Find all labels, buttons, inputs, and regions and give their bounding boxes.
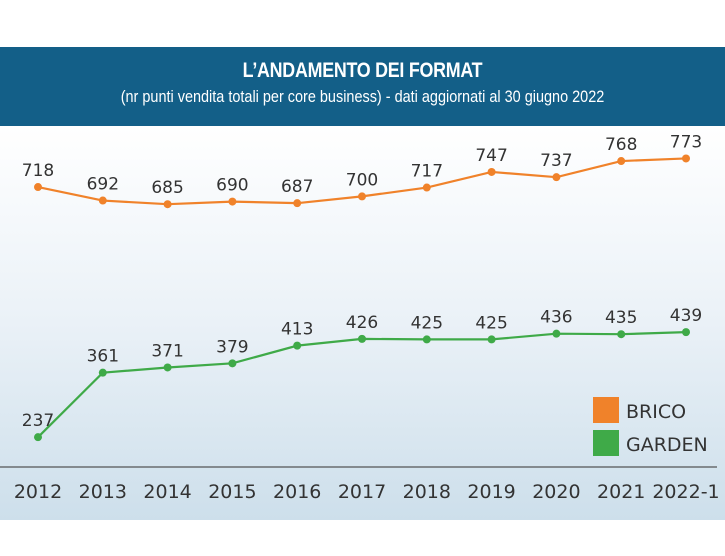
brico-data-point: [682, 154, 690, 163]
brico-data-label: 747: [475, 146, 507, 166]
garden-data-label: 439: [670, 306, 702, 326]
x-tick-label: 2018: [403, 481, 451, 503]
x-tick-label: 2016: [273, 481, 321, 503]
garden-data-point: [617, 330, 626, 339]
garden-data-point: [34, 433, 42, 442]
garden-data-label: 435: [605, 308, 637, 328]
garden-data-label: 436: [540, 308, 572, 328]
x-tick-label: 2021: [597, 481, 645, 503]
garden-legend-swatch: [593, 430, 619, 456]
chart-header: L’ANDAMENTO DEI FORMAT (nr punti vendita…: [0, 47, 725, 126]
brico-data-point: [552, 173, 561, 182]
x-tick-label: 2019: [467, 481, 515, 503]
brico-data-point: [34, 183, 42, 192]
garden-data-point: [552, 329, 561, 338]
brico-data-point: [617, 157, 626, 166]
x-tick-label: 2017: [338, 481, 386, 503]
x-tick-label: 2012: [14, 481, 62, 503]
x-tick-label: 2015: [208, 481, 256, 503]
garden-data-label: 371: [151, 341, 183, 361]
garden-data-label: 361: [87, 347, 119, 367]
chart-subtitle: (nr punti vendita totali per core busine…: [120, 87, 605, 106]
garden-legend-label: GARDEN: [626, 434, 708, 456]
garden-data-point: [422, 335, 431, 344]
garden-data-label: 425: [411, 313, 443, 333]
x-tick-label: 2022-1: [652, 481, 719, 503]
brico-data-label: 717: [411, 162, 443, 182]
brico-data-point: [228, 197, 237, 206]
brico-data-label: 690: [216, 176, 248, 196]
brico-data-label: 773: [670, 132, 702, 152]
brico-legend-label: BRICO: [626, 401, 686, 423]
garden-data-label: 425: [475, 313, 507, 333]
brico-data-point: [358, 192, 366, 201]
brico-data-label: 768: [605, 135, 637, 155]
brico-data-label: 737: [540, 151, 572, 171]
brico-data-point: [293, 199, 302, 208]
brico-data-label: 700: [346, 170, 378, 190]
garden-data-point: [98, 368, 107, 377]
garden-data-point: [358, 334, 366, 343]
brico-data-label: 685: [151, 178, 183, 198]
brico-data-label: 687: [281, 177, 313, 197]
garden-data-point: [682, 328, 690, 337]
garden-data-point: [228, 359, 237, 368]
x-tick-label: 2013: [79, 481, 127, 503]
x-tick-label: 2014: [143, 481, 191, 503]
garden-series-line: [37, 331, 687, 438]
garden-data-label: 426: [346, 313, 378, 333]
garden-data-point: [163, 363, 172, 372]
brico-data-label: 692: [87, 175, 119, 195]
garden-data-point: [293, 341, 302, 350]
garden-data-label: 413: [281, 320, 313, 340]
garden-data-label: 237: [22, 411, 54, 431]
brico-legend-swatch: [593, 397, 619, 423]
garden-data-point: [487, 335, 496, 344]
brico-data-point: [163, 200, 172, 209]
chart-title: L’ANDAMENTO DEI FORMAT: [242, 59, 483, 82]
brico-data-point: [487, 167, 496, 176]
brico-data-label: 718: [22, 161, 54, 181]
brico-data-point: [98, 196, 107, 205]
brico-data-point: [422, 183, 431, 192]
garden-data-label: 379: [216, 337, 248, 357]
x-tick-label: 2020: [532, 481, 580, 503]
